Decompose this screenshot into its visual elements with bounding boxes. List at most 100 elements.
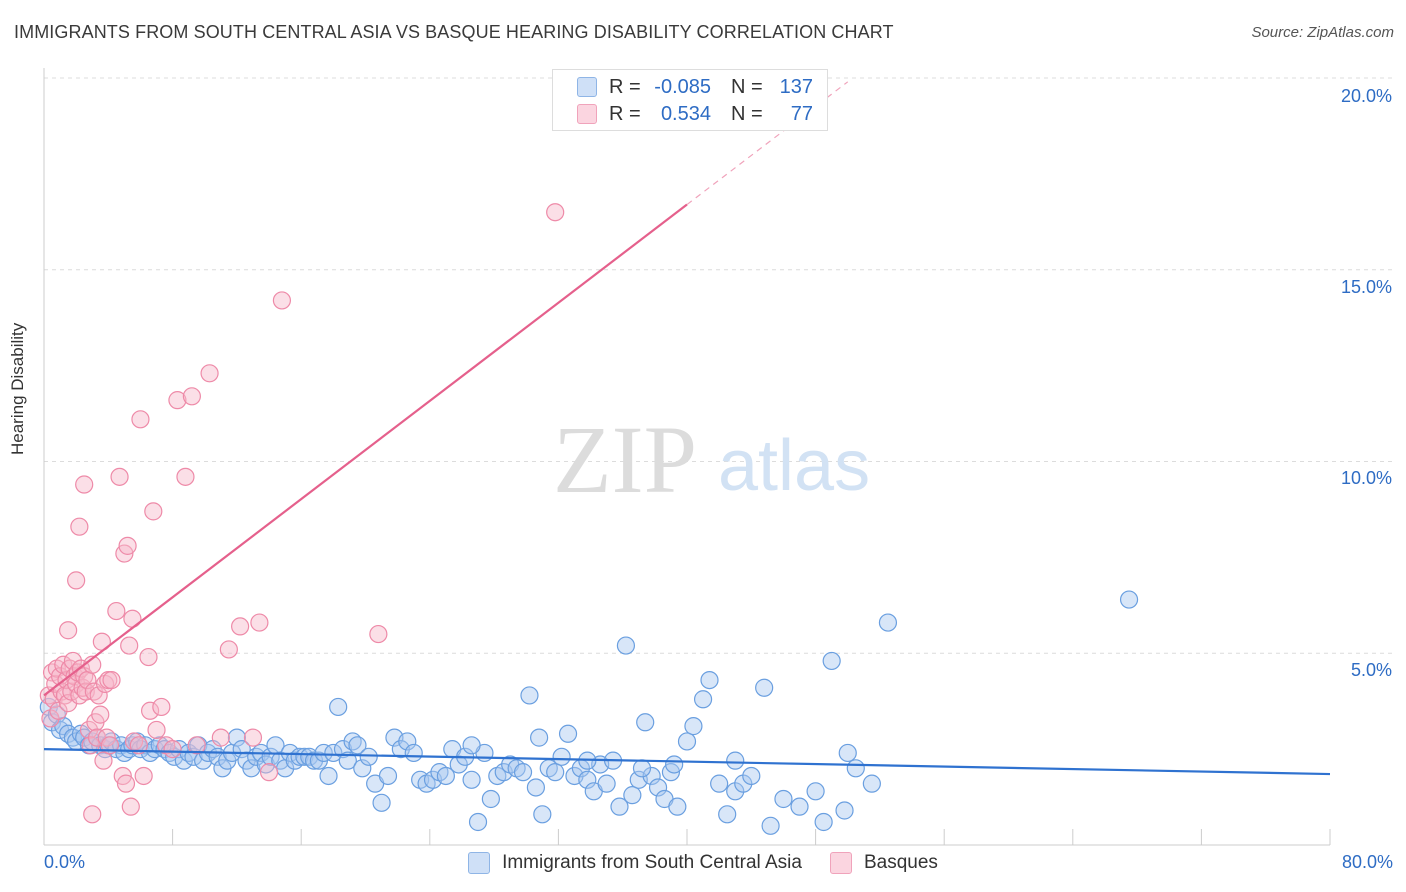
data-point <box>822 651 841 671</box>
data-point <box>75 475 94 494</box>
data-point <box>259 763 279 782</box>
data-point <box>140 701 160 720</box>
series-basques-points <box>39 203 565 824</box>
data-point <box>684 717 703 736</box>
data-point <box>404 743 423 763</box>
x-tick-min: 0.0% <box>44 852 86 872</box>
watermark-zip: ZIP <box>553 406 697 513</box>
series-legend: Immigrants from South Central Asia Basqu… <box>0 852 1406 874</box>
data-point <box>558 724 578 743</box>
axes <box>43 68 1331 846</box>
data-point <box>102 670 121 690</box>
data-point <box>552 747 571 766</box>
data-point <box>755 678 774 697</box>
y-tick-label: 20.0% <box>1340 86 1392 106</box>
data-point <box>118 536 137 555</box>
data-point <box>83 805 102 824</box>
data-point <box>700 670 719 690</box>
data-point <box>530 728 549 747</box>
data-point <box>94 751 113 770</box>
r-label: R = <box>609 102 641 125</box>
data-point <box>378 766 398 786</box>
data-point <box>838 743 857 763</box>
legend-row-immigrants: R = -0.085 N = 137 <box>577 75 813 99</box>
data-point <box>526 778 545 797</box>
legend-swatch-blue <box>468 852 491 874</box>
source-credit: Source: ZipAtlas.com <box>1251 24 1394 41</box>
r-value: -0.085 <box>654 75 711 98</box>
data-point <box>462 736 481 755</box>
watermark: ZIP atlas <box>553 406 870 513</box>
data-point <box>107 601 126 621</box>
data-point <box>152 697 171 717</box>
n-label: N = <box>731 102 763 125</box>
data-point <box>168 391 187 410</box>
data-point <box>546 203 565 222</box>
data-point <box>70 517 89 536</box>
data-point <box>742 766 761 786</box>
data-point <box>187 736 206 755</box>
data-point <box>636 713 655 732</box>
data-point <box>718 805 737 824</box>
data-point <box>878 613 898 632</box>
y-tick-label: 15.0% <box>1340 277 1392 297</box>
data-point <box>147 720 166 740</box>
data-point <box>462 770 481 789</box>
data-point <box>648 778 668 797</box>
data-point <box>677 732 697 751</box>
data-point <box>131 410 150 429</box>
data-point <box>846 759 865 778</box>
r-value: 0.534 <box>660 102 711 125</box>
y-axis-label: Hearing Disability <box>8 322 27 455</box>
r-label: R = <box>609 75 641 98</box>
data-point <box>243 728 263 747</box>
legend-row-basques: R = 0.534 N = 77 <box>577 102 813 126</box>
data-point <box>250 613 269 632</box>
data-point <box>369 624 388 644</box>
watermark-atlas: atlas <box>718 426 870 506</box>
data-point <box>814 812 833 832</box>
legend-swatch-pink <box>829 852 852 874</box>
data-point <box>120 636 139 655</box>
correlation-legend: R = -0.085 N = 137 R = 0.534 N = 77 <box>552 69 828 131</box>
data-point <box>333 740 353 759</box>
data-point <box>290 747 309 766</box>
data-point <box>597 774 616 793</box>
series-immigrants-points <box>39 590 1139 835</box>
data-point <box>862 774 881 793</box>
data-point <box>272 291 292 310</box>
data-point <box>182 387 201 406</box>
data-point <box>398 732 417 751</box>
legend-item-immigrants: Immigrants from South Central Asia <box>468 852 802 874</box>
data-point <box>59 621 78 640</box>
data-point <box>144 502 163 521</box>
data-point <box>324 743 343 763</box>
chart-title: IMMIGRANTS FROM SOUTH CENTRAL ASIA VS BA… <box>14 22 894 42</box>
data-point <box>372 793 391 812</box>
data-point <box>616 636 636 655</box>
data-point <box>533 805 552 824</box>
data-point <box>520 686 539 705</box>
data-point <box>319 766 338 786</box>
n-value: 77 <box>790 102 813 125</box>
legend-item-basques: Basques <box>829 852 938 874</box>
data-point <box>67 571 86 590</box>
data-point <box>710 774 729 793</box>
data-point <box>348 736 367 755</box>
data-point <box>314 743 333 763</box>
data-point <box>329 697 348 717</box>
data-point <box>623 786 642 805</box>
data-point <box>642 766 661 786</box>
data-point <box>227 728 246 747</box>
data-point <box>806 782 825 801</box>
data-point <box>632 759 652 778</box>
data-point <box>578 770 597 789</box>
trend-line-basques <box>43 203 688 697</box>
n-label: N = <box>731 75 763 98</box>
data-point <box>436 766 455 786</box>
data-point <box>200 364 219 383</box>
data-point <box>835 801 854 820</box>
data-point <box>89 686 108 705</box>
data-point <box>219 640 238 659</box>
